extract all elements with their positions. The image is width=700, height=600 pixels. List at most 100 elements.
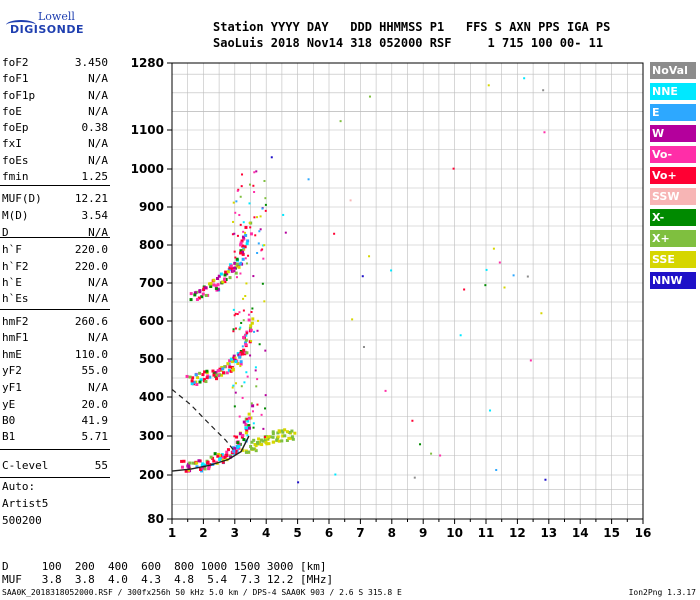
echo-point xyxy=(293,431,297,435)
echo-point xyxy=(238,432,242,436)
muf-distance-row: D 100 200 400 600 800 1000 1500 3000 [km… xyxy=(2,560,327,573)
echo-point xyxy=(248,183,251,186)
echo-point xyxy=(225,453,229,457)
muf-value-row: MUF 3.8 3.8 4.0 4.3 4.8 5.4 7.3 12.2 [MH… xyxy=(2,573,334,586)
param-separator xyxy=(0,237,110,238)
x-tick-label: 10 xyxy=(446,526,463,540)
header-labels: Station YYYY DAY DDD HHMMSS P1 FFS S AXN… xyxy=(213,20,611,34)
echo-point xyxy=(264,394,267,397)
echo-point xyxy=(249,226,252,229)
param-value: N/A xyxy=(88,89,108,102)
echo-point xyxy=(233,266,237,270)
echo-point xyxy=(249,445,253,449)
param-key: h`E xyxy=(2,276,22,289)
param-row: fxI N/A xyxy=(2,137,108,151)
echo-point xyxy=(227,368,231,372)
echo-point xyxy=(235,435,239,439)
echo-point xyxy=(241,173,244,176)
echo-point xyxy=(242,247,245,250)
echo-point xyxy=(202,378,206,382)
echo-point xyxy=(193,291,197,295)
echo-point xyxy=(484,284,487,287)
echo-point xyxy=(220,453,224,457)
x-tick-label: 2 xyxy=(199,526,207,540)
echo-point xyxy=(254,234,257,237)
echo-point xyxy=(233,435,236,438)
echo-point xyxy=(255,385,258,388)
echo-point xyxy=(255,170,258,173)
echo-point xyxy=(233,232,236,235)
echo-point xyxy=(250,440,254,444)
param-value: N/A xyxy=(88,331,108,344)
legend-entry: E xyxy=(650,104,696,121)
param-value: 220.0 xyxy=(74,260,108,273)
echo-point xyxy=(189,292,193,296)
echo-point xyxy=(245,371,248,374)
echo-point xyxy=(241,396,244,399)
echo-point xyxy=(217,373,221,377)
echo-point xyxy=(237,188,240,191)
echo-point xyxy=(540,312,543,315)
echo-point xyxy=(263,244,266,247)
echo-point xyxy=(224,270,228,274)
echo-point xyxy=(225,450,229,454)
echo-point xyxy=(242,319,245,322)
param-value: 55 xyxy=(94,459,108,472)
echo-point xyxy=(264,197,267,200)
param-value: 110.0 xyxy=(74,348,108,361)
echo-point xyxy=(232,330,235,333)
legend-entry: X- xyxy=(650,209,696,226)
echo-point xyxy=(223,455,227,459)
echo-point xyxy=(368,255,371,258)
echo-point xyxy=(244,257,247,260)
echo-point xyxy=(260,413,263,416)
echo-point xyxy=(459,334,462,337)
param-key: D xyxy=(2,226,9,239)
echo-point xyxy=(203,467,207,471)
echo-point xyxy=(238,355,242,359)
param-key: yF1 xyxy=(2,381,22,394)
echo-point xyxy=(235,257,239,261)
legend-entry: NoVal xyxy=(650,62,696,79)
echo-point xyxy=(209,281,213,285)
echo-point xyxy=(252,275,255,278)
echo-point xyxy=(232,328,235,331)
param-row: foF1 N/A xyxy=(2,72,108,86)
echo-point xyxy=(212,459,216,463)
echo-point xyxy=(430,452,433,455)
echo-point xyxy=(452,167,455,170)
echo-point xyxy=(190,379,194,383)
echo-point xyxy=(247,416,251,420)
echo-point xyxy=(232,384,235,387)
x-tick-label: 13 xyxy=(540,526,557,540)
echo-point xyxy=(256,440,260,444)
param-key: foEp xyxy=(2,121,29,134)
echo-point xyxy=(194,373,198,377)
echo-point xyxy=(237,444,241,448)
legend-entry: NNE xyxy=(650,83,696,100)
echo-point xyxy=(184,469,188,473)
echo-point xyxy=(198,371,202,375)
echo-point xyxy=(231,367,234,370)
echo-point xyxy=(226,270,230,274)
echo-point xyxy=(234,327,237,330)
echo-point xyxy=(245,282,248,285)
echo-point xyxy=(270,156,273,159)
echo-point xyxy=(189,298,193,302)
x-tick-label: 8 xyxy=(388,526,396,540)
echo-point xyxy=(219,272,223,276)
echo-point xyxy=(241,250,245,254)
legend-entry: SSW xyxy=(650,188,696,205)
echo-point xyxy=(261,248,264,251)
echo-point xyxy=(216,287,220,291)
y-tick-label: 700 xyxy=(139,276,164,290)
param-row: h`F 220.0 xyxy=(2,243,108,257)
echo-point xyxy=(204,463,208,467)
legend-entry: SSE xyxy=(650,251,696,268)
echo-point xyxy=(230,267,234,271)
echo-point xyxy=(248,221,251,224)
x-tick-label: 1 xyxy=(168,526,176,540)
echo-point xyxy=(239,223,242,226)
lowell-digisonde-logo: Lowell DIGISONDE xyxy=(6,10,83,44)
echo-point xyxy=(229,369,233,373)
